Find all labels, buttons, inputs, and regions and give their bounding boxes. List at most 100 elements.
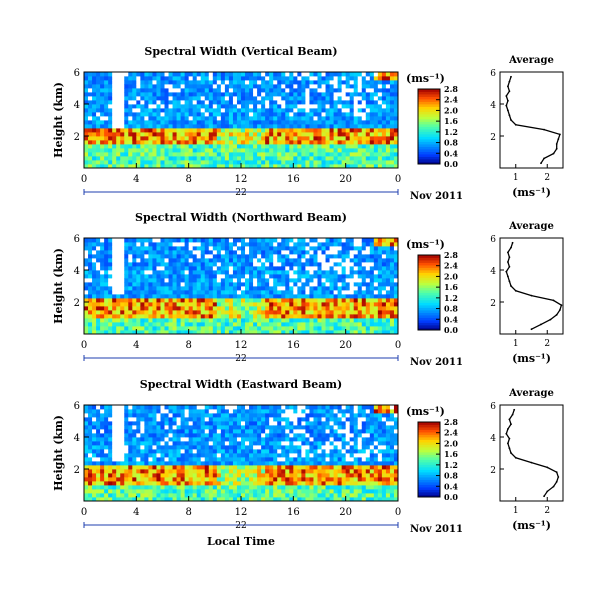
heatmap-cell — [152, 144, 157, 149]
heatmap-cell — [273, 254, 278, 259]
heatmap-cell — [196, 290, 202, 295]
heatmap-cell — [381, 258, 387, 263]
heatmap-cell — [385, 330, 391, 335]
heatmap-cell — [160, 124, 165, 129]
heatmap-cell — [188, 493, 194, 498]
heatmap-cell — [216, 246, 222, 251]
heatmap-cell — [168, 294, 173, 299]
heatmap-cell — [96, 433, 101, 438]
heatmap-cell — [204, 266, 210, 271]
heatmap-cell — [212, 80, 218, 85]
heatmap-cell — [168, 120, 173, 125]
heatmap-cell — [232, 465, 238, 470]
heatmap-cell — [124, 294, 129, 299]
heatmap-cell — [285, 112, 290, 117]
heatmap-cell — [96, 238, 101, 243]
heatmap-cell — [253, 318, 258, 323]
heatmap-cell — [188, 76, 194, 81]
heatmap-cell — [148, 481, 153, 486]
heatmap-cell — [140, 449, 145, 454]
heatmap-cell — [124, 302, 129, 307]
heatmap-cell — [241, 92, 246, 97]
heatmap-cell — [333, 96, 339, 101]
heatmap-cell — [104, 156, 109, 161]
heatmap-cell — [216, 132, 222, 137]
heatmap-cell — [136, 116, 141, 121]
heatmap-cell — [281, 310, 286, 315]
heatmap-cell — [317, 100, 322, 105]
heatmap-cell — [249, 310, 254, 315]
heatmap-cell — [269, 160, 274, 165]
heatmap-cell — [140, 425, 145, 430]
heatmap-cell — [184, 76, 190, 81]
heatmap-cell — [389, 270, 395, 275]
heatmap-cell — [116, 238, 121, 243]
heatmap-cell — [160, 477, 165, 482]
heatmap-cell — [289, 306, 294, 311]
heatmap-cell — [285, 124, 290, 129]
heatmap-cell — [184, 258, 190, 263]
heatmap-cell — [289, 80, 294, 85]
heatmap-cell — [385, 108, 391, 113]
heatmap-cell — [164, 445, 169, 450]
heatmap-cell — [381, 112, 387, 117]
heatmap-cell — [265, 140, 270, 145]
heatmap-cell — [365, 278, 371, 283]
heatmap-cell — [345, 72, 351, 77]
heatmap-cell — [120, 128, 125, 133]
heatmap-cell — [377, 160, 383, 165]
heatmap-cell — [293, 250, 298, 255]
heatmap-cell — [232, 433, 238, 438]
heatmap-cell — [220, 409, 226, 414]
heatmap-cell — [180, 242, 186, 247]
heatmap-cell — [144, 425, 149, 430]
heatmap-cell — [116, 405, 121, 410]
heatmap-cell — [116, 437, 121, 442]
heatmap-cell — [156, 326, 161, 331]
heatmap-cell — [196, 156, 202, 161]
heatmap-cell — [128, 238, 133, 243]
heatmap-cell — [232, 326, 238, 331]
heatmap-cell — [329, 108, 334, 113]
heatmap-cell — [148, 84, 153, 89]
heatmap-cell — [357, 136, 363, 141]
heatmap-cell — [341, 88, 347, 93]
heatmap-cell — [148, 104, 153, 109]
heatmap-cell — [192, 128, 198, 133]
heatmap-cell — [132, 84, 137, 89]
heatmap-cell — [196, 92, 202, 97]
heatmap-cell — [285, 306, 290, 311]
heatmap-cell — [144, 413, 149, 418]
heatmap-cell — [277, 108, 282, 113]
heatmap-cell — [140, 254, 145, 259]
heatmap-cell — [200, 238, 206, 243]
heatmap-cell — [212, 445, 218, 450]
heatmap-cell — [196, 128, 202, 133]
heatmap-cell — [116, 136, 121, 141]
heatmap-cell — [212, 160, 218, 165]
heatmap-cell — [220, 413, 226, 418]
heatmap-cell — [148, 258, 153, 263]
heatmap-cell — [164, 421, 169, 426]
heatmap-cell — [156, 250, 161, 255]
heatmap-cell — [160, 84, 165, 89]
heatmap-cell — [176, 274, 182, 279]
heatmap-cell — [333, 136, 339, 141]
heatmap-cell — [188, 457, 194, 462]
heatmap-cell — [112, 100, 117, 105]
heatmap-cell — [249, 76, 254, 81]
heatmap-cell — [253, 100, 258, 105]
heatmap-cell — [176, 124, 182, 129]
heatmap-cell — [305, 136, 310, 141]
heatmap-cell — [361, 100, 367, 105]
heatmap-cell — [245, 473, 250, 478]
heatmap-cell — [389, 140, 395, 145]
heatmap-cell — [84, 318, 89, 323]
heatmap-cell — [241, 314, 246, 319]
heatmap-cell — [265, 294, 270, 299]
heatmap-cell — [168, 461, 173, 466]
heatmap-cell — [152, 282, 157, 287]
heatmap-cell — [108, 92, 113, 97]
heatmap-cell — [253, 120, 258, 125]
heatmap-cell — [253, 429, 258, 434]
